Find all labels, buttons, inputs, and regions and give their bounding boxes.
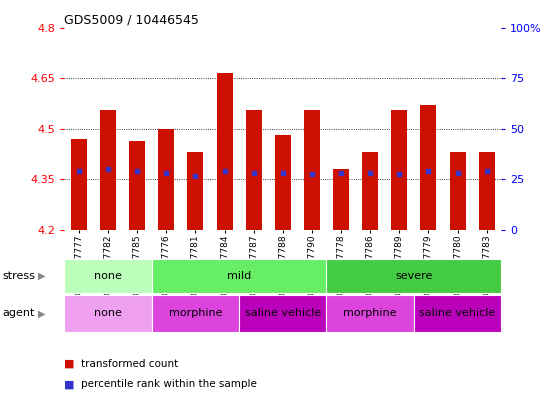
Bar xyxy=(275,136,291,230)
Bar xyxy=(217,73,232,230)
Text: mild: mild xyxy=(227,271,251,281)
Bar xyxy=(71,139,87,230)
Text: GDS5009 / 10446545: GDS5009 / 10446545 xyxy=(64,14,199,27)
Bar xyxy=(450,152,465,230)
Bar xyxy=(362,152,378,230)
Text: severe: severe xyxy=(395,271,432,281)
Text: ■: ■ xyxy=(64,358,75,369)
Text: transformed count: transformed count xyxy=(81,358,179,369)
Bar xyxy=(333,169,349,230)
Bar xyxy=(188,152,203,230)
Text: saline vehicle: saline vehicle xyxy=(419,309,496,318)
Bar xyxy=(239,295,326,332)
Bar xyxy=(152,295,239,332)
Bar xyxy=(414,295,501,332)
Text: morphine: morphine xyxy=(343,309,397,318)
Bar xyxy=(152,259,326,293)
Bar xyxy=(64,259,152,293)
Text: percentile rank within the sample: percentile rank within the sample xyxy=(81,379,257,389)
Bar xyxy=(304,110,320,230)
Bar xyxy=(479,152,494,230)
Text: morphine: morphine xyxy=(169,309,222,318)
Bar xyxy=(326,295,414,332)
Bar xyxy=(64,295,152,332)
Bar xyxy=(391,110,407,230)
Bar xyxy=(100,110,116,230)
Bar xyxy=(158,129,174,230)
Bar xyxy=(326,259,501,293)
Text: ▶: ▶ xyxy=(38,309,46,318)
Text: none: none xyxy=(94,309,122,318)
Bar xyxy=(421,105,436,230)
Text: ■: ■ xyxy=(64,379,75,389)
Text: none: none xyxy=(94,271,122,281)
Text: saline vehicle: saline vehicle xyxy=(245,309,321,318)
Text: agent: agent xyxy=(3,309,35,318)
Bar xyxy=(129,141,145,230)
Text: stress: stress xyxy=(3,271,36,281)
Text: ▶: ▶ xyxy=(38,271,46,281)
Bar xyxy=(246,110,262,230)
